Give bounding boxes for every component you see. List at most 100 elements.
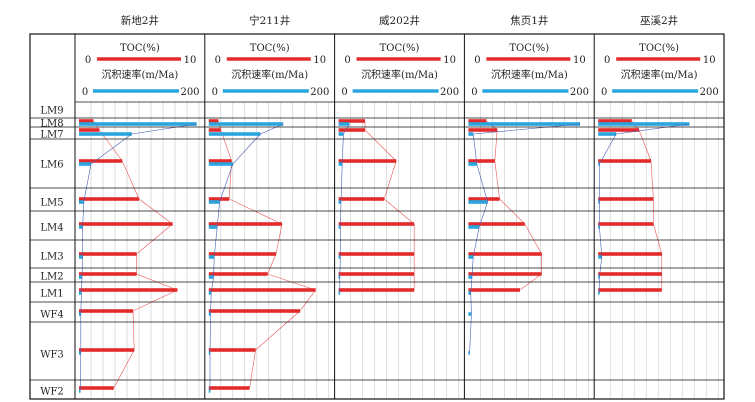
toc-bar	[338, 288, 415, 292]
rate-bar	[468, 275, 472, 279]
rate-bar	[208, 200, 220, 204]
toc-bar	[208, 128, 221, 132]
rate-bar	[208, 122, 284, 126]
toc-bar	[79, 222, 173, 226]
rate-legend-label: 沉积速率(m/Ma)	[101, 68, 178, 81]
layer-label: LM7	[40, 130, 63, 141]
rate-legend-label: 沉积速率(m/Ma)	[621, 68, 698, 81]
rate-bar	[338, 225, 341, 229]
rate-bar	[468, 291, 471, 295]
rate-trend-line	[79, 123, 197, 392]
toc-bar	[79, 272, 137, 276]
toc-bar	[598, 197, 654, 201]
rate-bar	[598, 200, 600, 204]
rate-bar	[338, 291, 341, 295]
toc-legend-label: TOC(%)	[380, 43, 420, 54]
toc-legend-label: TOC(%)	[250, 43, 290, 54]
toc-bar	[468, 272, 542, 276]
rate-bar	[79, 291, 82, 295]
grid-layer	[90, 102, 719, 399]
rate-bar	[79, 255, 83, 259]
rate-bar	[208, 291, 212, 295]
rate-legend-max: 200	[570, 87, 589, 98]
toc-bar	[338, 197, 385, 201]
layer-label: WF4	[40, 310, 64, 321]
toc-bar	[79, 252, 137, 256]
well-name: 巫溪2井	[640, 14, 678, 27]
toc-bar	[208, 272, 268, 276]
toc-legend-label: TOC(%)	[120, 43, 160, 54]
toc-bar	[598, 159, 651, 163]
rate-bar	[338, 162, 343, 166]
toc-trend-line	[218, 120, 317, 389]
toc-legend-max: 10	[443, 55, 456, 66]
rate-bar	[338, 200, 341, 204]
rate-bar	[338, 132, 344, 136]
toc-bar	[338, 128, 365, 132]
toc-bar	[338, 272, 415, 276]
layer-label: LM3	[40, 252, 63, 263]
rate-bar	[468, 255, 474, 259]
toc-bar	[208, 222, 282, 226]
toc-bar	[598, 119, 632, 123]
rate-bar	[468, 162, 477, 166]
well-name: 焦页1井	[510, 14, 548, 27]
toc-bar	[338, 222, 415, 226]
rate-bar	[79, 312, 81, 316]
toc-legend-max: 10	[313, 55, 326, 66]
toc-bar	[468, 128, 498, 132]
rate-bar	[79, 132, 132, 136]
rate-bar	[79, 122, 197, 126]
toc-bar	[79, 159, 123, 163]
toc-bar	[79, 288, 178, 292]
toc-bar	[468, 252, 542, 256]
rate-bar	[79, 162, 91, 166]
rate-bar	[79, 200, 84, 204]
rate-legend-max: 200	[310, 87, 329, 98]
rate-bar	[598, 291, 600, 295]
toc-bar	[468, 222, 525, 226]
layer-label: LM1	[40, 289, 63, 300]
toc-bar	[468, 159, 495, 163]
toc-trend-line	[93, 120, 179, 389]
toc-bar	[208, 288, 316, 292]
frame-layer	[29, 33, 725, 400]
rate-bar	[338, 122, 350, 126]
toc-bar	[338, 252, 415, 256]
toc-bar	[208, 159, 232, 163]
rate-bar	[338, 255, 341, 259]
rate-bar	[468, 132, 474, 136]
rate-bar	[208, 312, 211, 316]
toc-bar	[338, 159, 397, 163]
layer-label: LM5	[40, 198, 63, 209]
rate-bar	[208, 389, 211, 393]
layer-label: WF2	[40, 387, 64, 398]
rate-bar	[468, 122, 580, 126]
rate-legend-label: 沉积速率(m/Ma)	[231, 68, 308, 81]
toc-trend-line	[364, 121, 415, 290]
rate-legend-min: 0	[341, 87, 347, 98]
rate-legend-min: 0	[471, 87, 477, 98]
toc-trend-line	[486, 120, 542, 291]
bars-layer	[79, 119, 690, 393]
toc-bar	[598, 288, 662, 292]
chart-frame	[29, 33, 725, 400]
toc-bar	[208, 386, 250, 390]
rate-bar	[598, 255, 602, 259]
rate-bar	[208, 351, 211, 355]
toc-bar	[208, 197, 230, 201]
rate-bar	[79, 225, 83, 229]
layer-label: LM4	[40, 223, 63, 234]
rate-legend-min: 0	[212, 87, 218, 98]
rate-bar	[208, 162, 233, 166]
rate-legend-label: 沉积速率(m/Ma)	[491, 68, 568, 81]
toc-legend-min: 0	[344, 55, 350, 66]
toc-bar	[79, 119, 94, 123]
layer-label: WF3	[40, 350, 64, 361]
toc-bar	[598, 128, 639, 132]
toc-bar	[208, 252, 276, 256]
rate-legend-max: 200	[700, 87, 719, 98]
rate-legend-min: 0	[82, 87, 88, 98]
layer-label: LM8	[40, 119, 63, 130]
toc-legend-min: 0	[215, 55, 221, 66]
